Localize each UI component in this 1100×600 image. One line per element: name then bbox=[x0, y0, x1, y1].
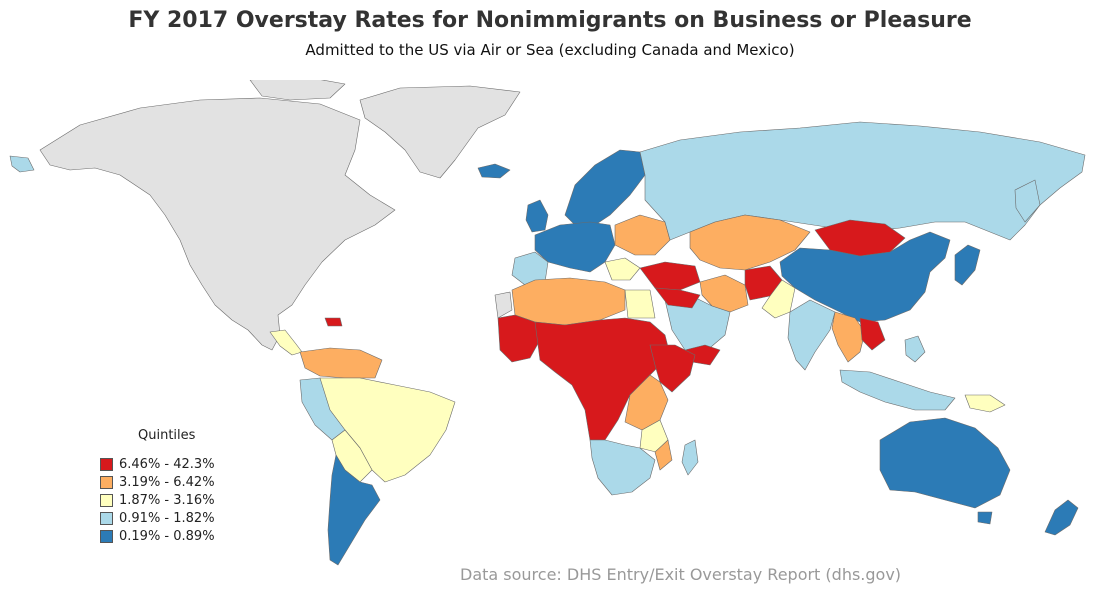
region-egypt bbox=[624, 289, 656, 319]
region-korea-japan bbox=[954, 244, 981, 286]
region-scandinavia bbox=[564, 149, 646, 229]
region-west-africa bbox=[497, 314, 541, 363]
legend-item: 3.19% - 6.42% bbox=[100, 473, 250, 491]
region-madagascar bbox=[681, 439, 699, 476]
region-laos-vietnam bbox=[859, 317, 886, 351]
region-greenland bbox=[359, 85, 521, 179]
map-subtitle: Admitted to the US via Air or Sea (exclu… bbox=[305, 41, 795, 59]
region-eastern-europe bbox=[614, 214, 671, 256]
data-source-note: Data source: DHS Entry/Exit Overstay Rep… bbox=[460, 565, 902, 584]
legend-label: 3.19% - 6.42% bbox=[119, 474, 215, 490]
legend-swatch bbox=[100, 457, 113, 471]
region-argentina-chile bbox=[327, 454, 381, 566]
region-southern-africa bbox=[589, 439, 656, 496]
legend-swatch bbox=[100, 475, 113, 489]
region-arctic-islands bbox=[249, 80, 346, 101]
region-north-america bbox=[39, 97, 396, 351]
legend-label: 0.19% - 0.89% bbox=[119, 528, 215, 544]
region-china bbox=[779, 231, 951, 323]
region-png bbox=[964, 394, 1006, 413]
legend-swatch bbox=[100, 511, 113, 525]
region-iraq-syria bbox=[654, 287, 701, 309]
region-caribbean bbox=[324, 317, 343, 327]
legend-item: 0.91% - 1.82% bbox=[100, 509, 250, 527]
region-iceland bbox=[477, 163, 511, 179]
region-east-africa bbox=[624, 374, 669, 431]
legend-swatch bbox=[100, 493, 113, 507]
legend-label: 1.87% - 3.16% bbox=[119, 492, 215, 508]
legend-title: Quintiles bbox=[138, 428, 196, 443]
region-central-asia bbox=[689, 214, 811, 271]
legend-swatch bbox=[100, 529, 113, 543]
region-philippines bbox=[904, 335, 926, 363]
region-mozambique bbox=[654, 439, 673, 471]
map-title: FY 2017 Overstay Rates for Nonimmigrants… bbox=[128, 8, 972, 33]
region-kamchatka bbox=[1014, 179, 1041, 223]
region-tasmania bbox=[977, 511, 993, 525]
legend-item: 1.87% - 3.16% bbox=[100, 491, 250, 509]
region-iran bbox=[699, 274, 749, 313]
region-russia bbox=[639, 121, 1086, 241]
region-balkans bbox=[604, 257, 641, 281]
legend-label: 6.46% - 42.3% bbox=[119, 456, 215, 472]
region-malaysia-indonesia bbox=[839, 369, 956, 411]
region-india bbox=[787, 299, 836, 371]
region-north-africa bbox=[511, 277, 626, 326]
region-southeast-asia bbox=[831, 311, 866, 363]
region-australia bbox=[879, 417, 1011, 509]
region-aleutian bbox=[9, 155, 35, 173]
region-uk bbox=[525, 199, 549, 233]
region-west-sahara bbox=[494, 291, 513, 319]
region-new-zealand bbox=[1044, 499, 1079, 536]
region-turkey-caucasus bbox=[639, 261, 701, 291]
legend-label: 0.91% - 1.82% bbox=[119, 510, 215, 526]
world-map bbox=[9, 80, 1086, 566]
map-legend: Quintiles 6.46% - 42.3% 3.19% - 6.42% 1.… bbox=[100, 428, 250, 545]
region-horn-of-africa bbox=[649, 344, 696, 393]
region-colombia-venezuela bbox=[299, 347, 383, 379]
legend-item: 6.46% - 42.3% bbox=[100, 455, 250, 473]
legend-item: 0.19% - 0.89% bbox=[100, 527, 250, 545]
